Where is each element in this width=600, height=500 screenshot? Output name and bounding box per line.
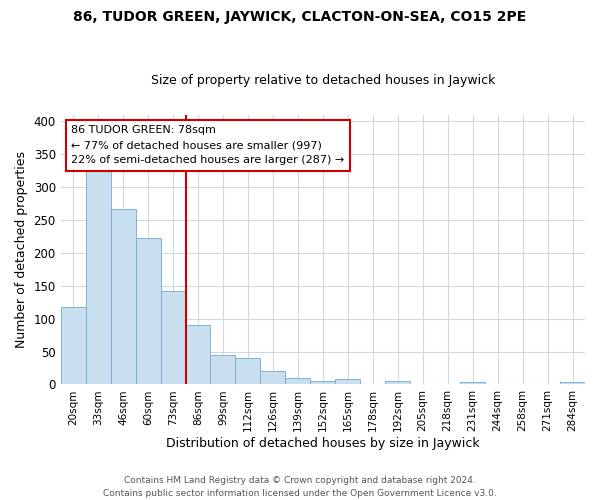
Text: Contains HM Land Registry data © Crown copyright and database right 2024.
Contai: Contains HM Land Registry data © Crown c… xyxy=(103,476,497,498)
Title: Size of property relative to detached houses in Jaywick: Size of property relative to detached ho… xyxy=(151,74,495,87)
Bar xyxy=(211,355,235,384)
Bar xyxy=(385,380,410,384)
X-axis label: Distribution of detached houses by size in Jaywick: Distribution of detached houses by size … xyxy=(166,437,479,450)
Bar xyxy=(460,382,485,384)
Text: 86 TUDOR GREEN: 78sqm
← 77% of detached houses are smaller (997)
22% of semi-det: 86 TUDOR GREEN: 78sqm ← 77% of detached … xyxy=(71,126,344,165)
Bar xyxy=(560,382,585,384)
Text: 86, TUDOR GREEN, JAYWICK, CLACTON-ON-SEA, CO15 2PE: 86, TUDOR GREEN, JAYWICK, CLACTON-ON-SEA… xyxy=(73,10,527,24)
Bar xyxy=(136,238,161,384)
Bar xyxy=(161,291,185,384)
Bar xyxy=(235,358,260,384)
Bar xyxy=(61,307,86,384)
Bar xyxy=(260,372,286,384)
Bar xyxy=(310,380,335,384)
Bar xyxy=(86,167,110,384)
Bar xyxy=(110,208,136,384)
Y-axis label: Number of detached properties: Number of detached properties xyxy=(15,151,28,348)
Bar xyxy=(286,378,310,384)
Bar xyxy=(185,324,211,384)
Bar xyxy=(335,379,360,384)
